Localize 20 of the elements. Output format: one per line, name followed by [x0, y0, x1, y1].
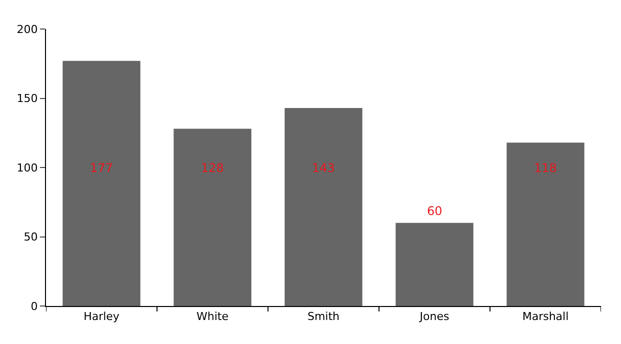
x-tick-label: Marshall — [522, 310, 569, 324]
y-tick-label: 50 — [24, 230, 38, 244]
data-label: 118 — [534, 161, 557, 175]
data-label: 128 — [201, 161, 224, 175]
data-label: 60 — [427, 204, 442, 218]
bar — [506, 142, 584, 306]
x-tick-label: White — [196, 310, 229, 324]
bar — [396, 222, 474, 306]
x-tick-label: Jones — [418, 310, 450, 324]
y-tick-label: 0 — [30, 300, 38, 313]
y-tick-label: 100 — [16, 161, 38, 174]
data-label: 177 — [90, 161, 113, 175]
x-tick-label: Harley — [84, 310, 120, 324]
y-tick-label: 150 — [16, 92, 38, 106]
bar — [174, 128, 252, 306]
data-label: 143 — [312, 161, 335, 175]
bar — [62, 60, 140, 306]
bar — [284, 108, 362, 306]
x-tick-label: Smith — [307, 310, 340, 324]
y-tick-label: 200 — [16, 22, 38, 36]
